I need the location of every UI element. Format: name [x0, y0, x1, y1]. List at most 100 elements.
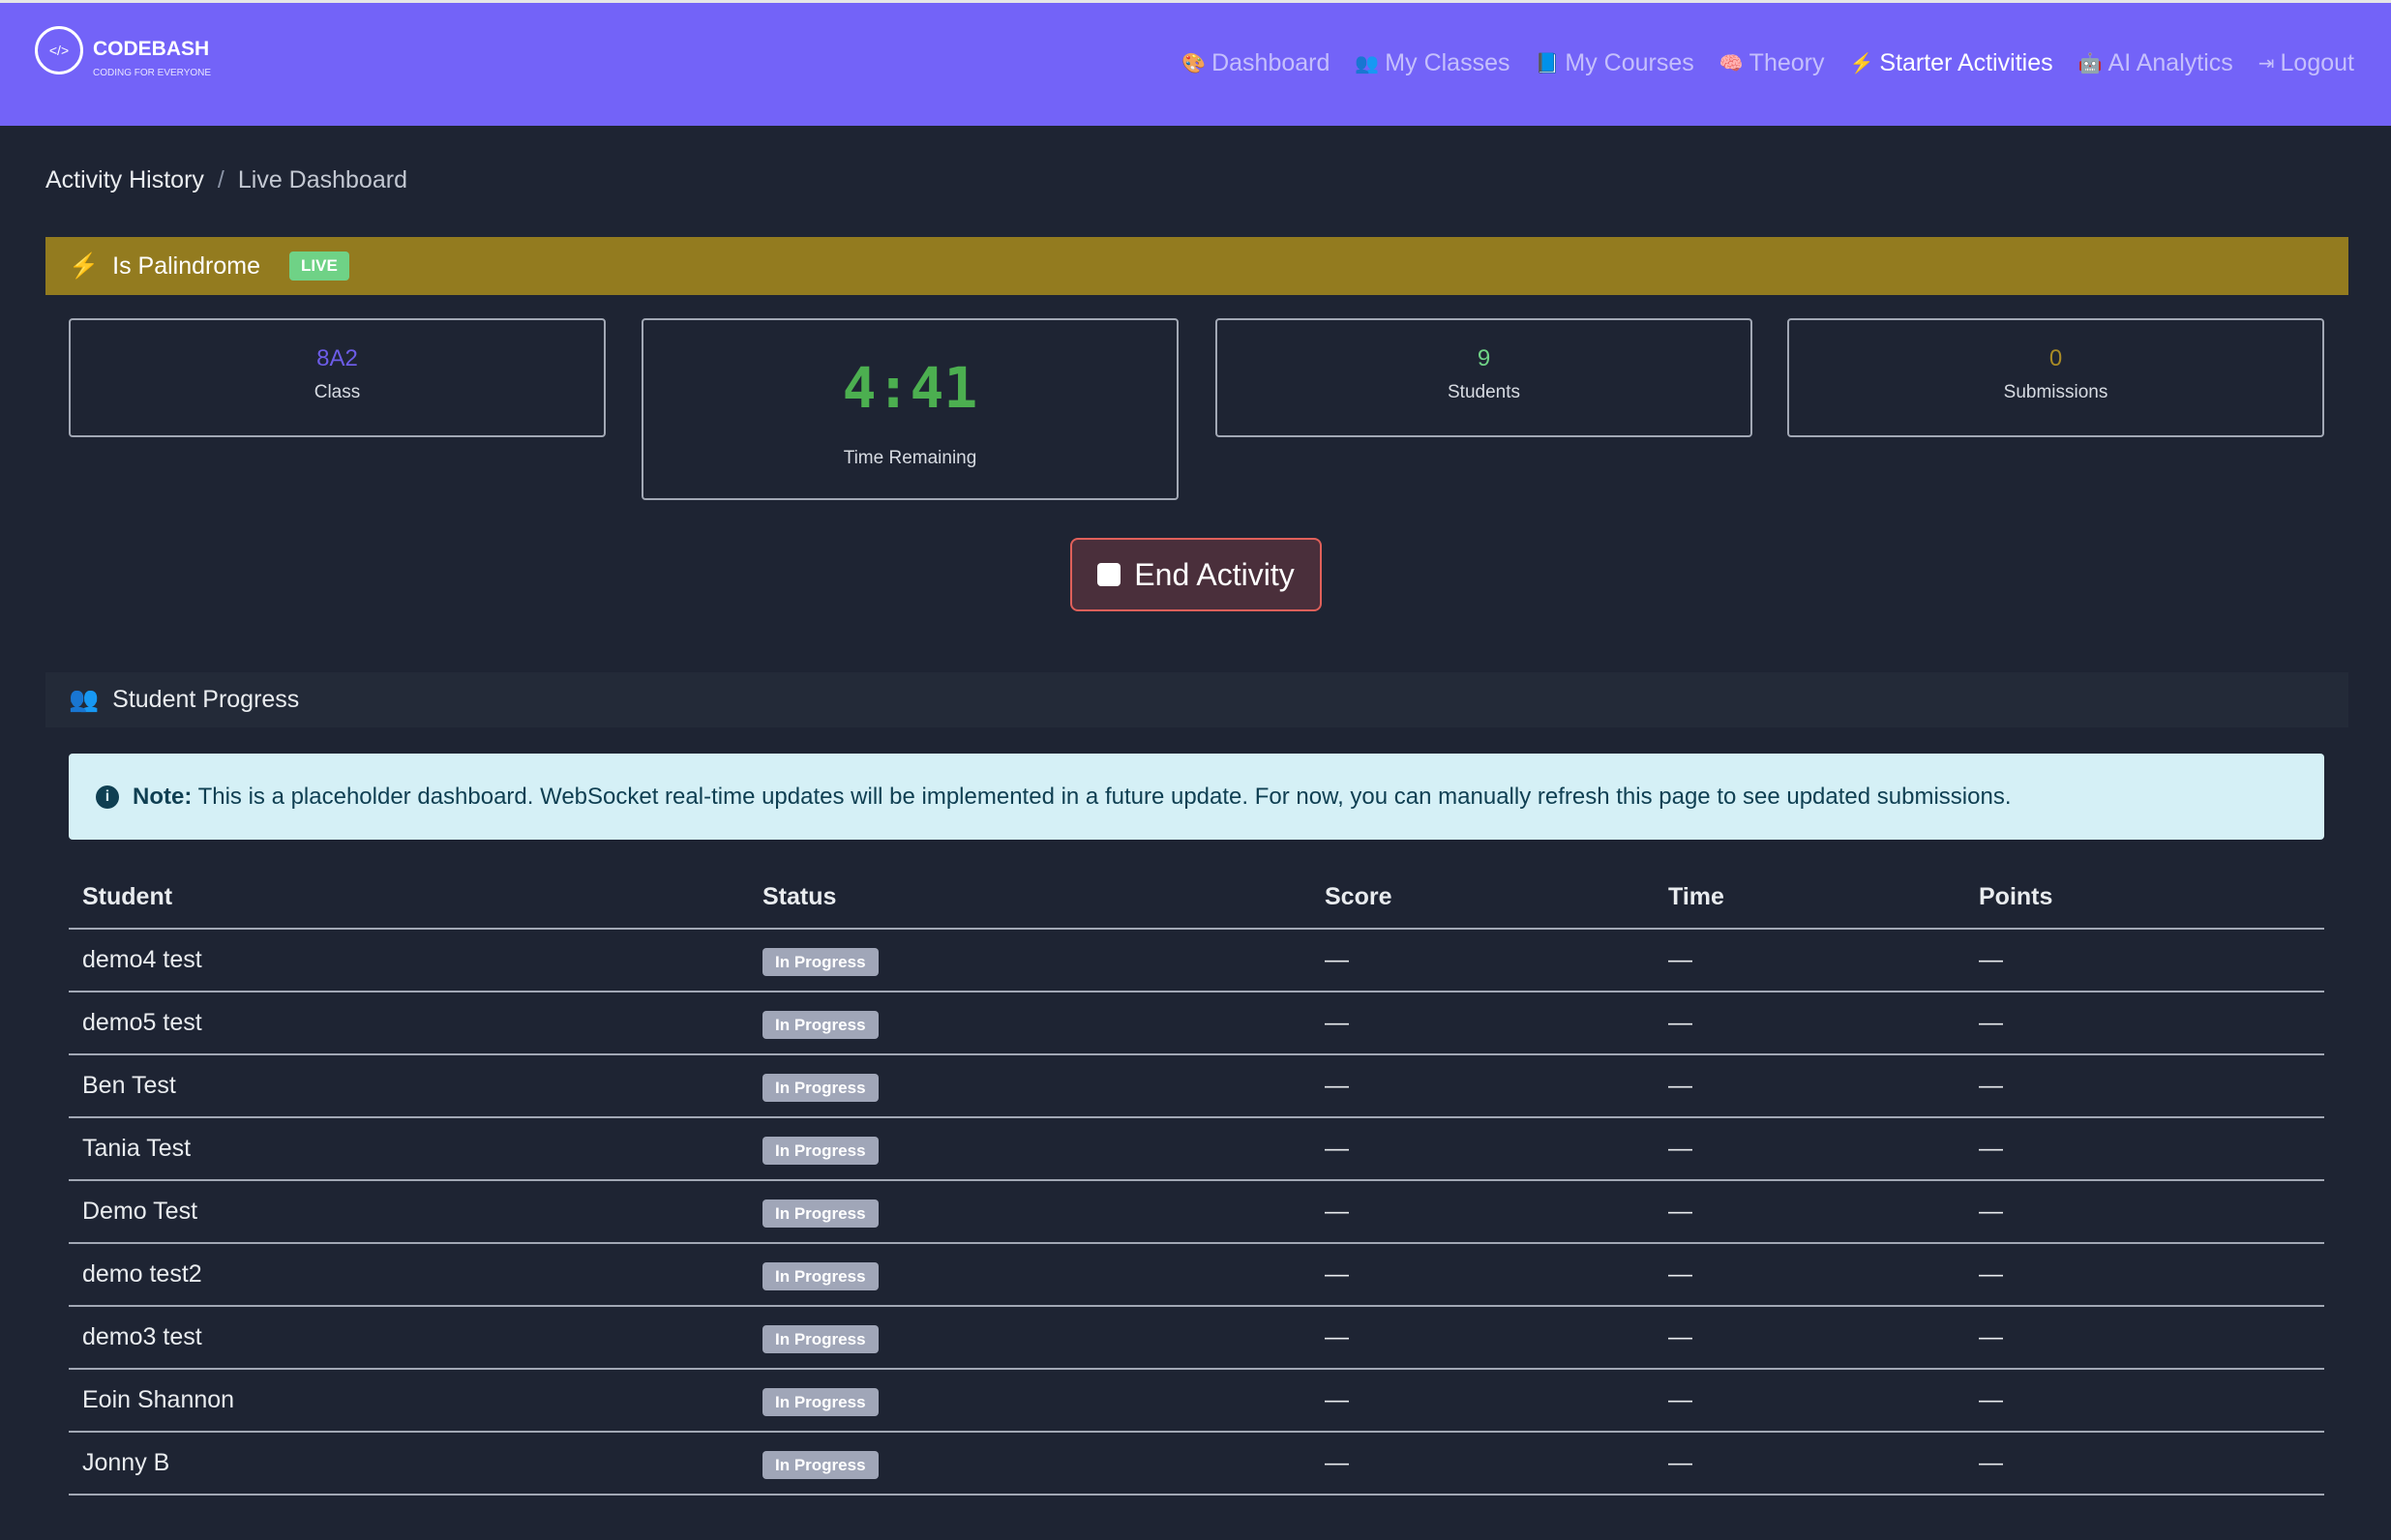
- top-navbar: </> CODEBASH CODING FOR EVERYONE 🎨 Dashbo…: [0, 0, 2391, 126]
- nav-label: My Courses: [1565, 49, 1694, 76]
- table-row: Tania Test In Progress — — —: [69, 1117, 2324, 1181]
- table-row: Eoin Shannon In Progress — — —: [69, 1369, 2324, 1433]
- class-value: 8A2: [316, 345, 358, 371]
- stat-card-class: 8A2 Class: [69, 318, 606, 437]
- time-cell: —: [1655, 929, 1965, 992]
- score-cell: —: [1311, 1117, 1655, 1181]
- column-header-student: Student: [69, 866, 749, 930]
- stop-icon: [1097, 563, 1121, 586]
- column-header-points: Points: [1965, 866, 2324, 930]
- nav-label: Dashboard: [1211, 49, 1330, 76]
- student-progress-table: Student Status Score Time Points demo4 test I…: [69, 866, 2324, 1496]
- live-badge: LIVE: [289, 252, 349, 281]
- info-alert: i Note: This is a placeholder dashboard.…: [69, 754, 2324, 840]
- student-name: Ben Test: [69, 1054, 749, 1118]
- timer-label: Time Remaining: [843, 448, 977, 468]
- users-icon: 👥: [69, 686, 100, 713]
- timer-value: 4:41: [842, 355, 978, 421]
- time-cell: —: [1655, 1054, 1965, 1118]
- status-badge: In Progress: [762, 1388, 879, 1416]
- brand-name[interactable]: CODEBASH: [93, 38, 210, 60]
- status-cell: In Progress: [749, 1243, 1311, 1307]
- brand-tagline: CODING FOR EVERYONE: [93, 68, 212, 78]
- nav-theory[interactable]: 🧠 Theory: [1719, 49, 1825, 77]
- student-name: demo4 test: [69, 929, 749, 992]
- time-cell: —: [1655, 1117, 1965, 1181]
- time-cell: —: [1655, 1180, 1965, 1244]
- points-cell: —: [1965, 992, 2324, 1055]
- activity-title: Is Palindrome: [112, 252, 260, 280]
- bolt-icon: ⚡: [69, 252, 100, 280]
- nav-ai-analytics[interactable]: 🤖 AI Analytics: [2078, 49, 2233, 77]
- score-cell: —: [1311, 1432, 1655, 1496]
- table-row: demo3 test In Progress — — —: [69, 1306, 2324, 1370]
- end-activity-button[interactable]: End Activity: [1070, 538, 1322, 611]
- score-cell: —: [1311, 1180, 1655, 1244]
- student-name: Demo Test: [69, 1180, 749, 1244]
- points-cell: —: [1965, 1243, 2324, 1307]
- score-cell: —: [1311, 992, 1655, 1055]
- breadcrumb-current: Live Dashboard: [237, 166, 407, 193]
- note-label: Note:: [133, 783, 193, 810]
- student-progress-header: 👥 Student Progress: [45, 672, 2348, 727]
- table-row: Ben Test In Progress — — —: [69, 1054, 2324, 1118]
- nav-label: AI Analytics: [2107, 49, 2233, 76]
- points-cell: —: [1965, 1369, 2324, 1433]
- breadcrumb-separator: /: [217, 166, 224, 193]
- breadcrumb: Activity History / Live Dashboard: [45, 166, 407, 194]
- nav-logout[interactable]: ⇥ Logout: [2258, 49, 2354, 77]
- time-cell: —: [1655, 1306, 1965, 1370]
- student-name: Eoin Shannon: [69, 1369, 749, 1433]
- students-label: Students: [1448, 382, 1520, 402]
- score-cell: —: [1311, 1369, 1655, 1433]
- status-badge: In Progress: [762, 1451, 879, 1479]
- score-cell: —: [1311, 1054, 1655, 1118]
- submissions-label: Submissions: [2003, 382, 2108, 402]
- status-badge: In Progress: [762, 948, 879, 976]
- table-row: demo5 test In Progress — — —: [69, 992, 2324, 1055]
- student-name: demo3 test: [69, 1306, 749, 1370]
- nav-dashboard[interactable]: 🎨 Dashboard: [1181, 49, 1330, 77]
- status-cell: In Progress: [749, 1054, 1311, 1118]
- students-value: 9: [1477, 345, 1491, 371]
- nav-label: Theory: [1748, 49, 1825, 76]
- users-icon: 👥: [1355, 53, 1380, 74]
- status-cell: In Progress: [749, 929, 1311, 992]
- status-badge: In Progress: [762, 1199, 879, 1228]
- column-header-status: Status: [749, 866, 1311, 930]
- status-badge: In Progress: [762, 1137, 879, 1165]
- table-row: demo4 test In Progress — — —: [69, 929, 2324, 992]
- nav-label: My Classes: [1385, 49, 1510, 76]
- info-icon: i: [96, 785, 119, 809]
- nav-my-classes[interactable]: 👥 My Classes: [1355, 49, 1509, 77]
- student-name: demo5 test: [69, 992, 749, 1055]
- end-activity-label: End Activity: [1134, 556, 1295, 592]
- points-cell: —: [1965, 929, 2324, 992]
- points-cell: —: [1965, 1306, 2324, 1370]
- table-row: demo test2 In Progress — — —: [69, 1243, 2324, 1307]
- status-badge: In Progress: [762, 1074, 879, 1102]
- status-cell: In Progress: [749, 1117, 1311, 1181]
- points-cell: —: [1965, 1432, 2324, 1496]
- score-cell: —: [1311, 1306, 1655, 1370]
- score-cell: —: [1311, 1243, 1655, 1307]
- breadcrumb-activity-history[interactable]: Activity History: [45, 166, 204, 193]
- column-header-score: Score: [1311, 866, 1655, 930]
- nav-starter-activities[interactable]: ⚡ Starter Activities: [1849, 49, 2052, 77]
- status-badge: In Progress: [762, 1011, 879, 1039]
- status-cell: In Progress: [749, 992, 1311, 1055]
- palette-icon: 🎨: [1181, 53, 1207, 74]
- status-cell: In Progress: [749, 1180, 1311, 1244]
- points-cell: —: [1965, 1054, 2324, 1118]
- time-cell: —: [1655, 992, 1965, 1055]
- bolt-icon: ⚡: [1849, 53, 1874, 74]
- stat-card-submissions: 0 Submissions: [1787, 318, 2324, 437]
- status-cell: In Progress: [749, 1432, 1311, 1496]
- nav-my-courses[interactable]: 📘 My Courses: [1535, 49, 1693, 77]
- submissions-value: 0: [2048, 345, 2063, 371]
- brain-icon: 🧠: [1719, 53, 1744, 74]
- student-name: demo test2: [69, 1243, 749, 1307]
- score-cell: —: [1311, 929, 1655, 992]
- table-header-row: Student Status Score Time Points: [69, 866, 2324, 930]
- logo-icon[interactable]: </>: [35, 26, 83, 74]
